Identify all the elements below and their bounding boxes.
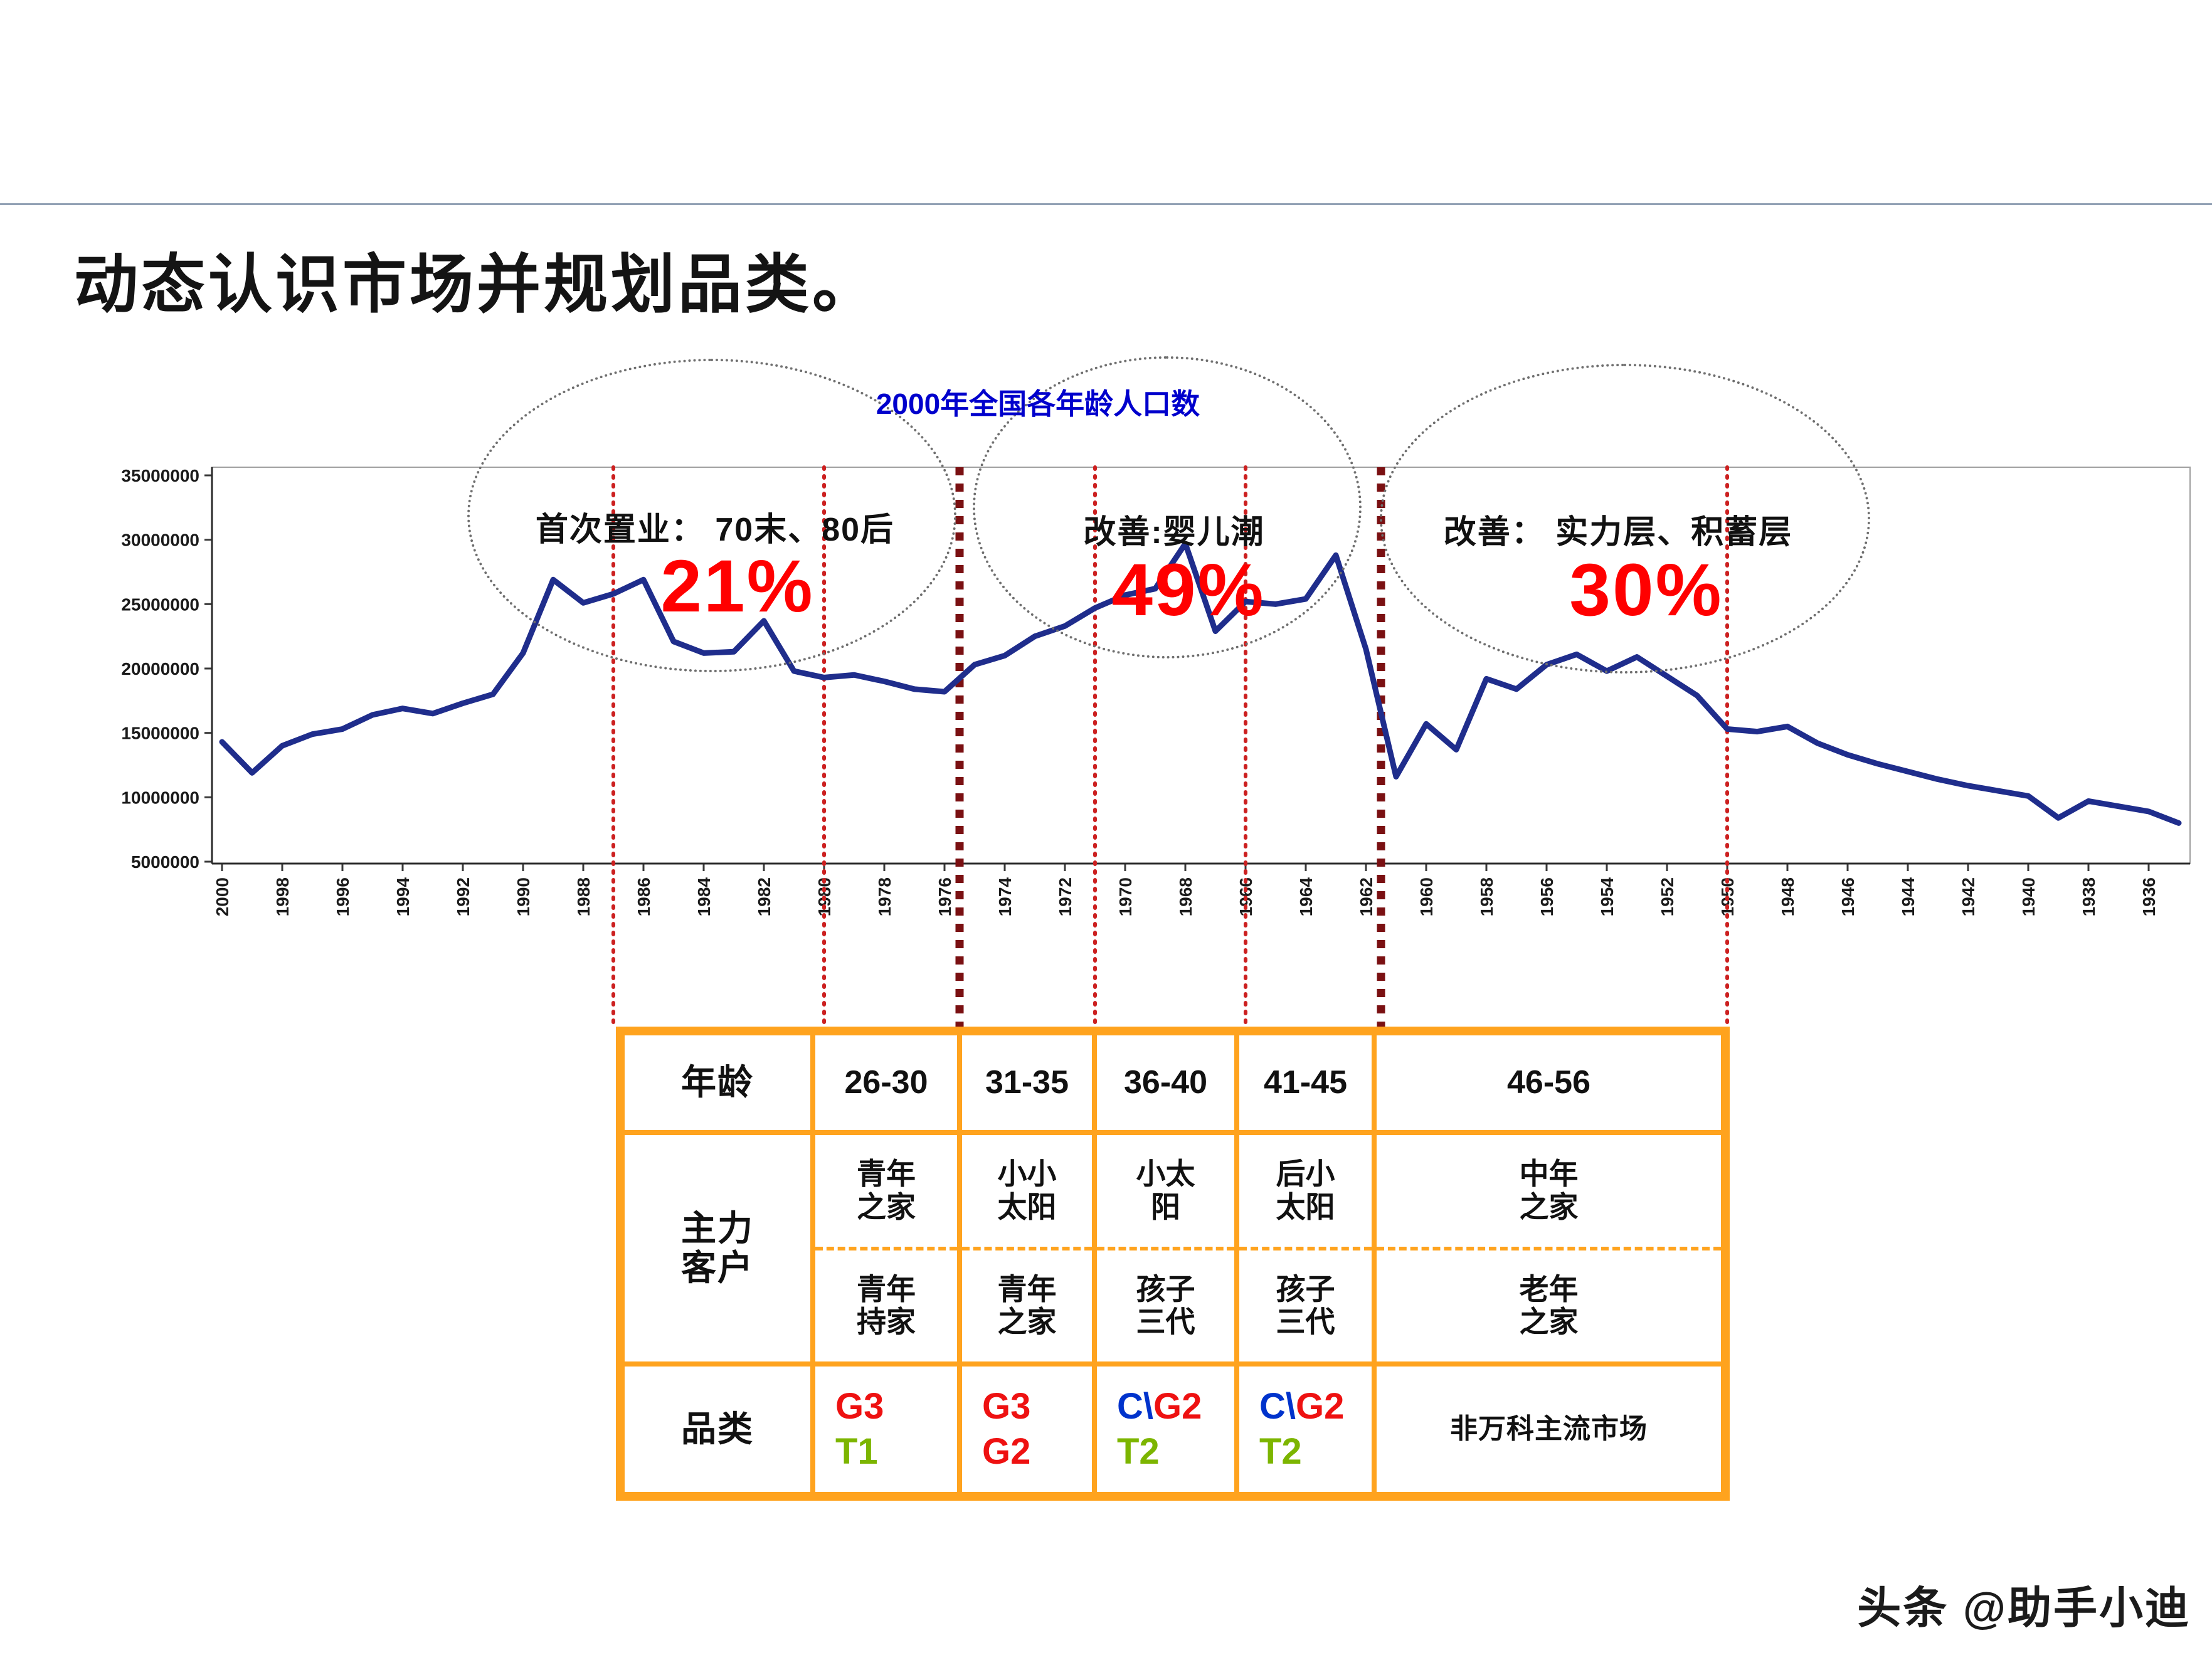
svg-text:1988: 1988: [574, 877, 593, 916]
svg-text:1960: 1960: [1417, 877, 1436, 916]
annotation-baby-boom-percent: 49%: [1111, 549, 1266, 632]
main-customer-top: 小小 太阳: [962, 1135, 1092, 1250]
svg-text:1980: 1980: [815, 877, 834, 916]
category-cell-41-45: C\G2 T2: [1239, 1367, 1372, 1492]
top-divider-line: [0, 203, 2212, 205]
svg-text:1990: 1990: [514, 877, 533, 916]
annotation-upgrade-wealth-label: 改善： 实力层、积蓄层: [1443, 514, 1793, 551]
watermark: 头条 @助手小迪: [1857, 1583, 2191, 1632]
svg-text:1936: 1936: [2139, 877, 2159, 916]
svg-text:1964: 1964: [1296, 877, 1316, 917]
category-row-header: 品类: [625, 1367, 810, 1492]
main-customer-bottom: 孩子 三代: [1136, 1272, 1195, 1339]
svg-text:1966: 1966: [1236, 877, 1256, 916]
svg-text:1968: 1968: [1176, 877, 1195, 916]
svg-text:1976: 1976: [935, 877, 955, 916]
age-row-header: 年龄: [625, 1035, 810, 1130]
svg-text:10000000: 10000000: [121, 788, 199, 807]
svg-text:1972: 1972: [1056, 877, 1075, 916]
category-line: G3: [982, 1385, 1031, 1427]
main-customer-row-header: 主力 客户: [625, 1135, 810, 1361]
svg-text:1948: 1948: [1778, 877, 1797, 916]
category-cell-36-40: C\G2 T2: [1097, 1367, 1234, 1492]
main-customer-top: 青年 之家: [815, 1135, 957, 1250]
svg-text:1950: 1950: [1718, 877, 1737, 916]
category-line: G2: [982, 1431, 1031, 1472]
svg-text:30000000: 30000000: [121, 531, 199, 550]
category-cell-26-30: G3 T1: [815, 1367, 957, 1492]
svg-text:1956: 1956: [1537, 877, 1557, 916]
age-col-26-30: 26-30: [815, 1035, 957, 1130]
category-cell-31-35: G3 G2: [962, 1367, 1092, 1492]
category-line: C\G2: [1259, 1385, 1345, 1427]
svg-text:1938: 1938: [2079, 877, 2098, 916]
category-line: C\G2: [1117, 1385, 1202, 1427]
main-customer-cell-46-56: 中年 之家 老年 之家: [1377, 1135, 1721, 1361]
cohort-table: 年龄 26-30 31-35 36-40 41-45 46-56 主力 客户 青…: [616, 1027, 1730, 1501]
svg-text:1944: 1944: [1898, 877, 1918, 917]
main-customer-bottom: 青年 持家: [857, 1272, 916, 1339]
annotation-first-purchase-label: 首次置业： 70末、80后: [535, 512, 895, 548]
svg-text:1958: 1958: [1477, 877, 1496, 916]
main-customer-bottom: 老年 之家: [1519, 1272, 1579, 1339]
svg-text:1962: 1962: [1357, 877, 1376, 916]
svg-text:2000: 2000: [213, 877, 232, 916]
svg-text:1974: 1974: [995, 877, 1015, 917]
main-customer-cell-41-45: 后小 太阳 孩子 三代: [1239, 1135, 1372, 1361]
slide-title: 动态认识市场并规划品类。: [74, 249, 879, 320]
main-customer-top: 中年 之家: [1377, 1135, 1721, 1250]
age-col-46-56: 46-56: [1377, 1035, 1721, 1130]
svg-text:1998: 1998: [273, 877, 292, 916]
age-col-31-35: 31-35: [962, 1035, 1092, 1130]
svg-text:1992: 1992: [453, 877, 473, 916]
svg-text:1994: 1994: [393, 877, 413, 917]
svg-text:25000000: 25000000: [121, 595, 199, 614]
svg-text:1954: 1954: [1597, 877, 1617, 917]
chart-title: 2000年全国各年龄人口数: [876, 388, 1200, 420]
main-customer-cell-31-35: 小小 太阳 青年 之家: [962, 1135, 1092, 1361]
svg-text:1942: 1942: [1959, 877, 1978, 916]
annotation-upgrade-wealth-percent: 30%: [1569, 549, 1723, 632]
main-customer-cell-36-40: 小太 阳 孩子 三代: [1097, 1135, 1234, 1361]
annotation-baby-boom-label: 改善:婴儿潮: [1083, 514, 1265, 551]
svg-text:1978: 1978: [875, 877, 894, 916]
age-col-41-45: 41-45: [1239, 1035, 1372, 1130]
svg-text:20000000: 20000000: [121, 659, 199, 679]
svg-text:1986: 1986: [634, 877, 654, 916]
svg-text:1984: 1984: [694, 877, 714, 917]
svg-text:1952: 1952: [1658, 877, 1677, 916]
svg-text:1940: 1940: [2019, 877, 2038, 916]
svg-text:1982: 1982: [754, 877, 774, 916]
svg-text:35000000: 35000000: [121, 466, 199, 485]
main-customer-cell-26-30: 青年 之家 青年 持家: [815, 1135, 957, 1361]
category-line: T1: [835, 1431, 878, 1472]
annotation-first-purchase-percent: 21%: [660, 545, 815, 628]
main-customer-bottom: 孩子 三代: [1276, 1272, 1335, 1339]
category-line: G3: [835, 1385, 884, 1427]
svg-text:1996: 1996: [333, 877, 352, 916]
svg-text:15000000: 15000000: [121, 724, 199, 743]
age-col-36-40: 36-40: [1097, 1035, 1234, 1130]
svg-text:1970: 1970: [1116, 877, 1135, 916]
main-customer-top: 后小 太阳: [1239, 1135, 1372, 1250]
category-line: T2: [1117, 1431, 1160, 1472]
main-customer-top: 小太 阳: [1097, 1135, 1234, 1250]
svg-text:5000000: 5000000: [131, 852, 199, 872]
main-customer-bottom: 青年 之家: [997, 1272, 1057, 1339]
category-cell-46-56: 非万科主流市场: [1377, 1367, 1721, 1492]
category-line: T2: [1259, 1431, 1302, 1472]
svg-text:1946: 1946: [1838, 877, 1858, 916]
